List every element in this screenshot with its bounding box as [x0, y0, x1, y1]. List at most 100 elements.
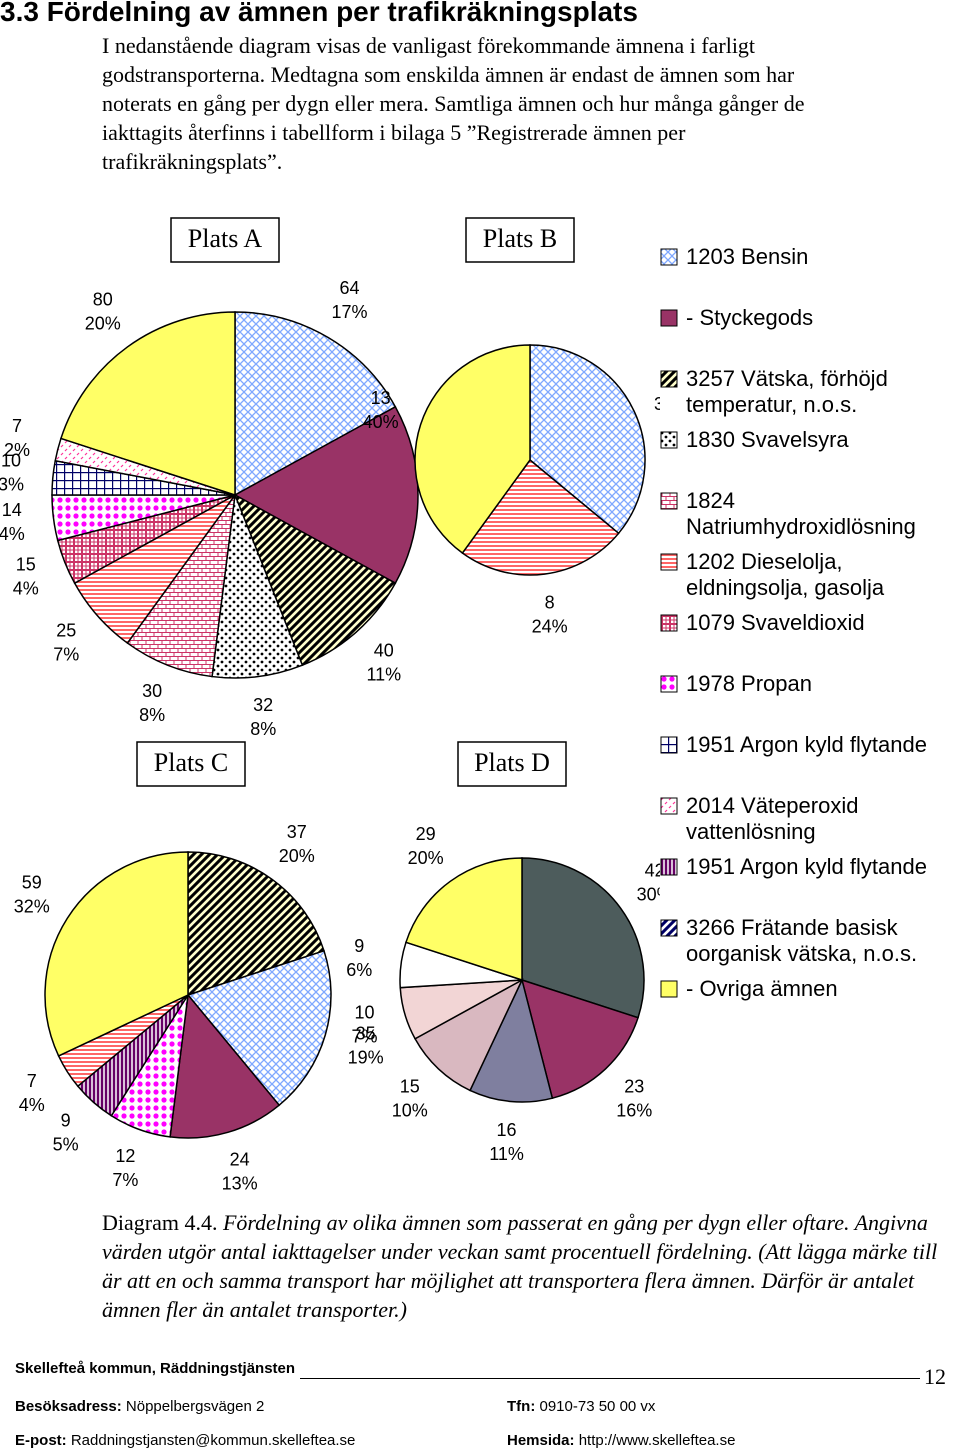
swatch — [660, 492, 678, 510]
email: E-post: Raddningstjansten@kommun.skellef… — [15, 1432, 355, 1449]
chart-title: Plats B — [483, 224, 557, 253]
swatch — [660, 980, 678, 998]
slice-percent: 17% — [332, 302, 368, 322]
label: E-post: — [15, 1432, 67, 1449]
slice-percent: 32% — [14, 897, 50, 917]
slice-percent: 8% — [139, 705, 165, 725]
slice-count: 10 — [1, 451, 21, 471]
slice — [234, 311, 397, 497]
value: 0910-73 50 00 vx — [539, 1398, 656, 1415]
charts: Plats A6417%6016%4011%328%308%257%154%14… — [0, 217, 660, 1190]
legend-item: 1830 Svavelsyra — [660, 427, 960, 479]
slice-percent: 8% — [250, 719, 276, 739]
legend-swatch — [660, 431, 678, 449]
slice-count: 29 — [416, 824, 436, 844]
slice-percent: 11% — [489, 1144, 524, 1164]
slice-percent: 19% — [348, 1047, 384, 1067]
legend-swatch — [660, 675, 678, 693]
title-box — [136, 741, 246, 787]
swatch — [660, 797, 678, 815]
slice-count: 35 — [356, 1023, 376, 1043]
legend-label: 3257 Vätska, förhöjd temperatur, n.o.s. — [686, 366, 888, 417]
slice-count: 9 — [354, 936, 364, 956]
caption-text: Fördelning av olika ämnen som passerat e… — [102, 1210, 938, 1322]
legend-item: 1951 Argon kyld flytande — [660, 732, 960, 784]
legend-item: 3257 Vätska, förhöjd temperatur, n.o.s. — [660, 366, 960, 418]
legend-swatch — [660, 370, 678, 388]
slice-count: 7 — [12, 416, 22, 436]
legend-item: 1203 Bensin — [660, 244, 960, 296]
heading: 3.3 Fördelning av ämnen per trafikräknin… — [0, 0, 638, 27]
slice-percent: 2% — [4, 440, 30, 460]
caption-label: Diagram 4.4. — [102, 1210, 218, 1235]
slice-count: 15 — [16, 555, 36, 575]
slice — [233, 493, 397, 667]
swatch — [660, 614, 678, 632]
title-box — [457, 741, 567, 787]
address: Besöksadress: Nöppelbergsvägen 2 — [15, 1398, 264, 1415]
legend-label: 1824 Natriumhydroxidlösning — [686, 488, 916, 539]
swatch — [660, 431, 678, 449]
legend-swatch — [660, 797, 678, 815]
slice-percent: 20% — [279, 846, 315, 866]
legend: 1203 Bensin - Styckegods 3257 Vätska, förh… — [660, 244, 960, 1037]
slice-count: 59 — [22, 873, 42, 893]
slice-count: 14 — [2, 500, 22, 520]
slice-percent: 4% — [0, 524, 25, 544]
slice-count: 15 — [400, 1076, 420, 1096]
slice-count: 13 — [371, 388, 391, 408]
slice — [529, 344, 646, 535]
phone: Tfn: 0910-73 50 00 vx — [507, 1398, 655, 1415]
legend-item: 1824 Natriumhydroxidlösning — [660, 488, 960, 540]
slice-percent: 20% — [408, 848, 444, 868]
title-box — [465, 217, 575, 263]
slice — [414, 978, 524, 1092]
slice-percent: 30% — [637, 884, 660, 904]
legend-item: 1079 Svaveldioxid — [660, 610, 960, 662]
slice-count: 16 — [497, 1120, 517, 1140]
legend-item: - Styckegods — [660, 305, 960, 357]
slice-count: 10 — [354, 1003, 374, 1023]
swatch — [660, 919, 678, 937]
label: Besöksadress: — [15, 1398, 122, 1415]
swatch — [660, 736, 678, 754]
legend-swatch — [660, 858, 678, 876]
legend-label: 1830 Svavelsyra — [686, 427, 849, 452]
slice — [414, 344, 531, 555]
title-box — [170, 217, 280, 263]
label: Tfn: — [507, 1398, 536, 1415]
slice-percent: 7% — [112, 1170, 138, 1190]
legend-item: 1202 Dieselolja, eldningsolja, gasolja — [660, 549, 960, 601]
slice — [520, 978, 639, 1100]
legend-item: - Ovriga ämnen — [660, 976, 960, 1028]
slice — [211, 494, 304, 679]
slice-percent: 3% — [0, 475, 24, 495]
legend-label: 1951 Argon kyld flytande — [686, 854, 927, 879]
slice-count: 24 — [230, 1149, 250, 1169]
slice — [461, 458, 620, 576]
legend-swatch — [660, 919, 678, 937]
slice-percent: 6% — [346, 960, 372, 980]
chart-title: Plats D — [474, 748, 550, 777]
swatch — [660, 248, 678, 266]
legend-swatch — [660, 248, 678, 266]
value: Raddningstjansten@kommun.skelleftea.se — [70, 1432, 356, 1449]
slice-count: 7 — [27, 1071, 37, 1091]
slice-count: 37 — [287, 822, 307, 842]
legend-label: 1951 Argon kyld flytande — [686, 732, 927, 757]
legend-item: 1951 Argon kyld flytande — [660, 854, 960, 906]
intro: I nedanstående diagram visas de vanligas… — [102, 33, 805, 174]
slice-percent: 24% — [532, 617, 568, 637]
value: Nöppelbergsvägen 2 — [125, 1398, 265, 1415]
legend-label: 1079 Svaveldioxid — [686, 610, 865, 635]
slice-percent: 7% — [352, 1027, 378, 1047]
legend-swatch — [660, 553, 678, 571]
slice — [186, 949, 332, 1107]
slice-count: 23 — [624, 1076, 644, 1096]
slice-count: 32 — [253, 695, 273, 715]
slice-percent: 13% — [222, 1173, 258, 1190]
legend-item: 2014 Väteperoxid vattenlösning — [660, 793, 960, 845]
legend-label: 1978 Propan — [686, 671, 812, 696]
slice-percent: 36% — [654, 394, 660, 414]
